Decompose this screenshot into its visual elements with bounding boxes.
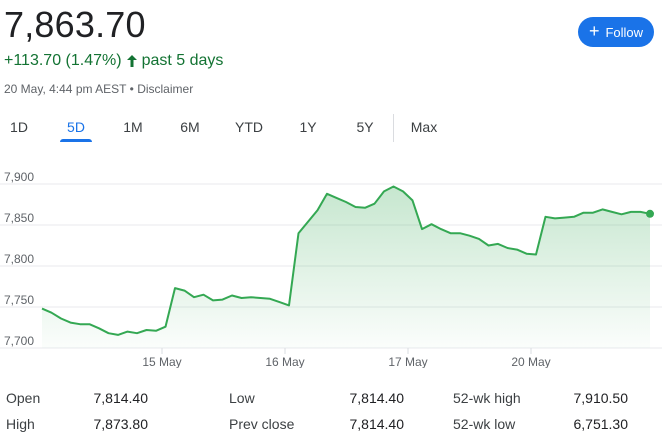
prev-close-value: 7,814.40 xyxy=(349,416,405,432)
meta-separator: • xyxy=(129,82,134,96)
arrow-up-icon xyxy=(126,54,138,68)
y-tick-label: 7,800 xyxy=(4,252,34,266)
low-value: 7,814.40 xyxy=(349,390,405,406)
open-label: Open xyxy=(6,390,41,406)
y-tick-label: 7,700 xyxy=(4,334,34,348)
x-tick-label: 20 May xyxy=(511,355,550,368)
tab-1d[interactable]: 1D xyxy=(10,119,28,135)
y-tick-label: 7,750 xyxy=(4,293,34,307)
tab-ytd[interactable]: YTD xyxy=(235,119,263,135)
disclaimer-link[interactable]: Disclaimer xyxy=(137,82,194,96)
change-period: past 5 days xyxy=(141,52,224,69)
wk52-high-value: 7,910.50 xyxy=(573,390,629,406)
price-area xyxy=(42,186,650,348)
follow-button[interactable]: + Follow xyxy=(578,17,654,47)
prev-close-label: Prev close xyxy=(229,416,295,432)
quote-meta: 20 May, 4:44 pm AEST • Disclaimer xyxy=(4,82,193,96)
tab-6m[interactable]: 6M xyxy=(180,119,200,135)
stats-row-2: High 7,873.80 Prev close 7,814.40 52-wk … xyxy=(0,416,662,438)
stats-row-1: Open 7,814.40 Low 7,814.40 52-wk high 7,… xyxy=(0,390,662,412)
tab-1y[interactable]: 1Y xyxy=(299,119,317,135)
high-value: 7,873.80 xyxy=(93,416,149,432)
change-value: +113.70 (1.47%) xyxy=(4,52,122,69)
plus-icon: + xyxy=(588,21,600,41)
follow-label: Follow xyxy=(605,24,644,40)
tab-5y[interactable]: 5Y xyxy=(356,119,374,135)
x-tick-label: 15 May xyxy=(142,355,181,368)
timestamp: 20 May, 4:44 pm AEST xyxy=(4,82,127,96)
x-tick-label: 16 May xyxy=(265,355,304,368)
wk52-high-label: 52-wk high xyxy=(453,390,521,406)
low-label: Low xyxy=(229,390,255,406)
y-tick-label: 7,900 xyxy=(4,170,34,184)
y-tick-label: 7,850 xyxy=(4,211,34,225)
range-tabs: 1D 5D 1M 6M YTD 1Y 5Y Max xyxy=(0,114,662,144)
open-value: 7,814.40 xyxy=(93,390,149,406)
price-chart: 7,900 7,850 7,800 7,750 7,700 15 May 16 May 17 … xyxy=(0,170,662,368)
tab-max[interactable]: Max xyxy=(410,119,438,135)
high-label: High xyxy=(6,416,35,432)
x-tick-label: 17 May xyxy=(388,355,427,368)
tab-5d[interactable]: 5D xyxy=(60,114,92,142)
price-change: +113.70 (1.47%) past 5 days xyxy=(4,52,223,70)
tab-1m[interactable]: 1M xyxy=(123,119,143,135)
wk52-low-label: 52-wk low xyxy=(453,416,516,432)
tab-separator xyxy=(393,114,394,142)
current-price: 7,863.70 xyxy=(4,4,146,45)
price-line xyxy=(41,185,651,336)
wk52-low-value: 6,751.30 xyxy=(573,416,629,432)
latest-price-dot xyxy=(646,209,654,218)
